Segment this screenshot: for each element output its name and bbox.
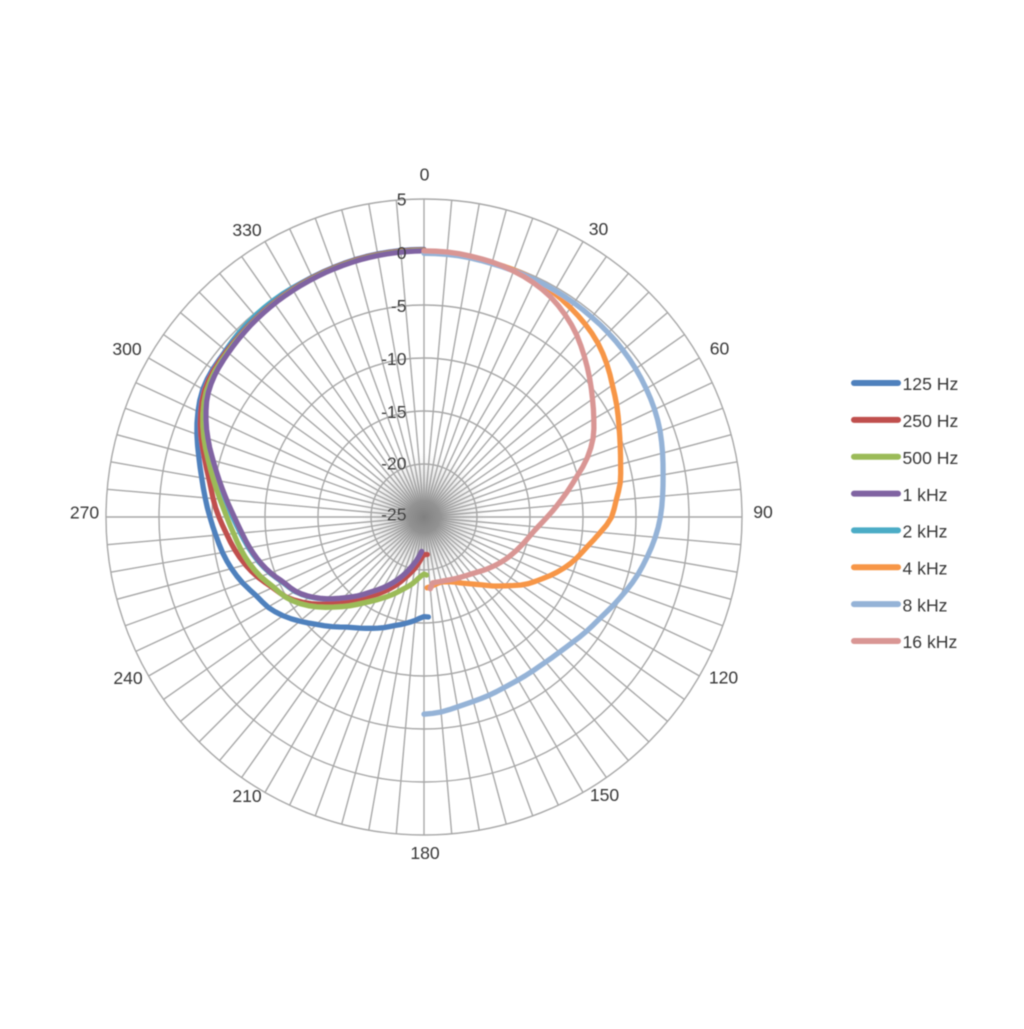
svg-text:250 Hz: 250 Hz (903, 411, 959, 431)
svg-text:8 kHz: 8 kHz (903, 595, 948, 615)
svg-text:-5: -5 (391, 296, 407, 316)
svg-text:-15: -15 (381, 402, 407, 422)
svg-text:120: 120 (709, 667, 739, 687)
svg-text:180: 180 (410, 843, 440, 863)
svg-text:125 Hz: 125 Hz (903, 374, 959, 394)
svg-text:90: 90 (753, 502, 773, 522)
svg-text:60: 60 (710, 338, 730, 358)
svg-text:-25: -25 (381, 504, 407, 524)
svg-text:0: 0 (397, 243, 407, 263)
svg-text:240: 240 (113, 668, 143, 688)
svg-text:16 kHz: 16 kHz (903, 632, 958, 652)
svg-text:500 Hz: 500 Hz (903, 448, 959, 468)
svg-text:30: 30 (589, 219, 609, 239)
svg-text:300: 300 (112, 339, 142, 359)
svg-text:210: 210 (232, 786, 262, 806)
svg-text:1 kHz: 1 kHz (903, 485, 948, 505)
svg-text:0: 0 (420, 164, 430, 184)
svg-text:-10: -10 (381, 349, 407, 369)
svg-text:4 kHz: 4 kHz (903, 559, 948, 579)
svg-text:-20: -20 (381, 453, 407, 473)
svg-text:2 kHz: 2 kHz (903, 522, 948, 542)
svg-text:150: 150 (590, 785, 620, 805)
svg-text:330: 330 (232, 220, 262, 240)
svg-text:270: 270 (70, 503, 100, 523)
svg-text:5: 5 (397, 189, 407, 209)
